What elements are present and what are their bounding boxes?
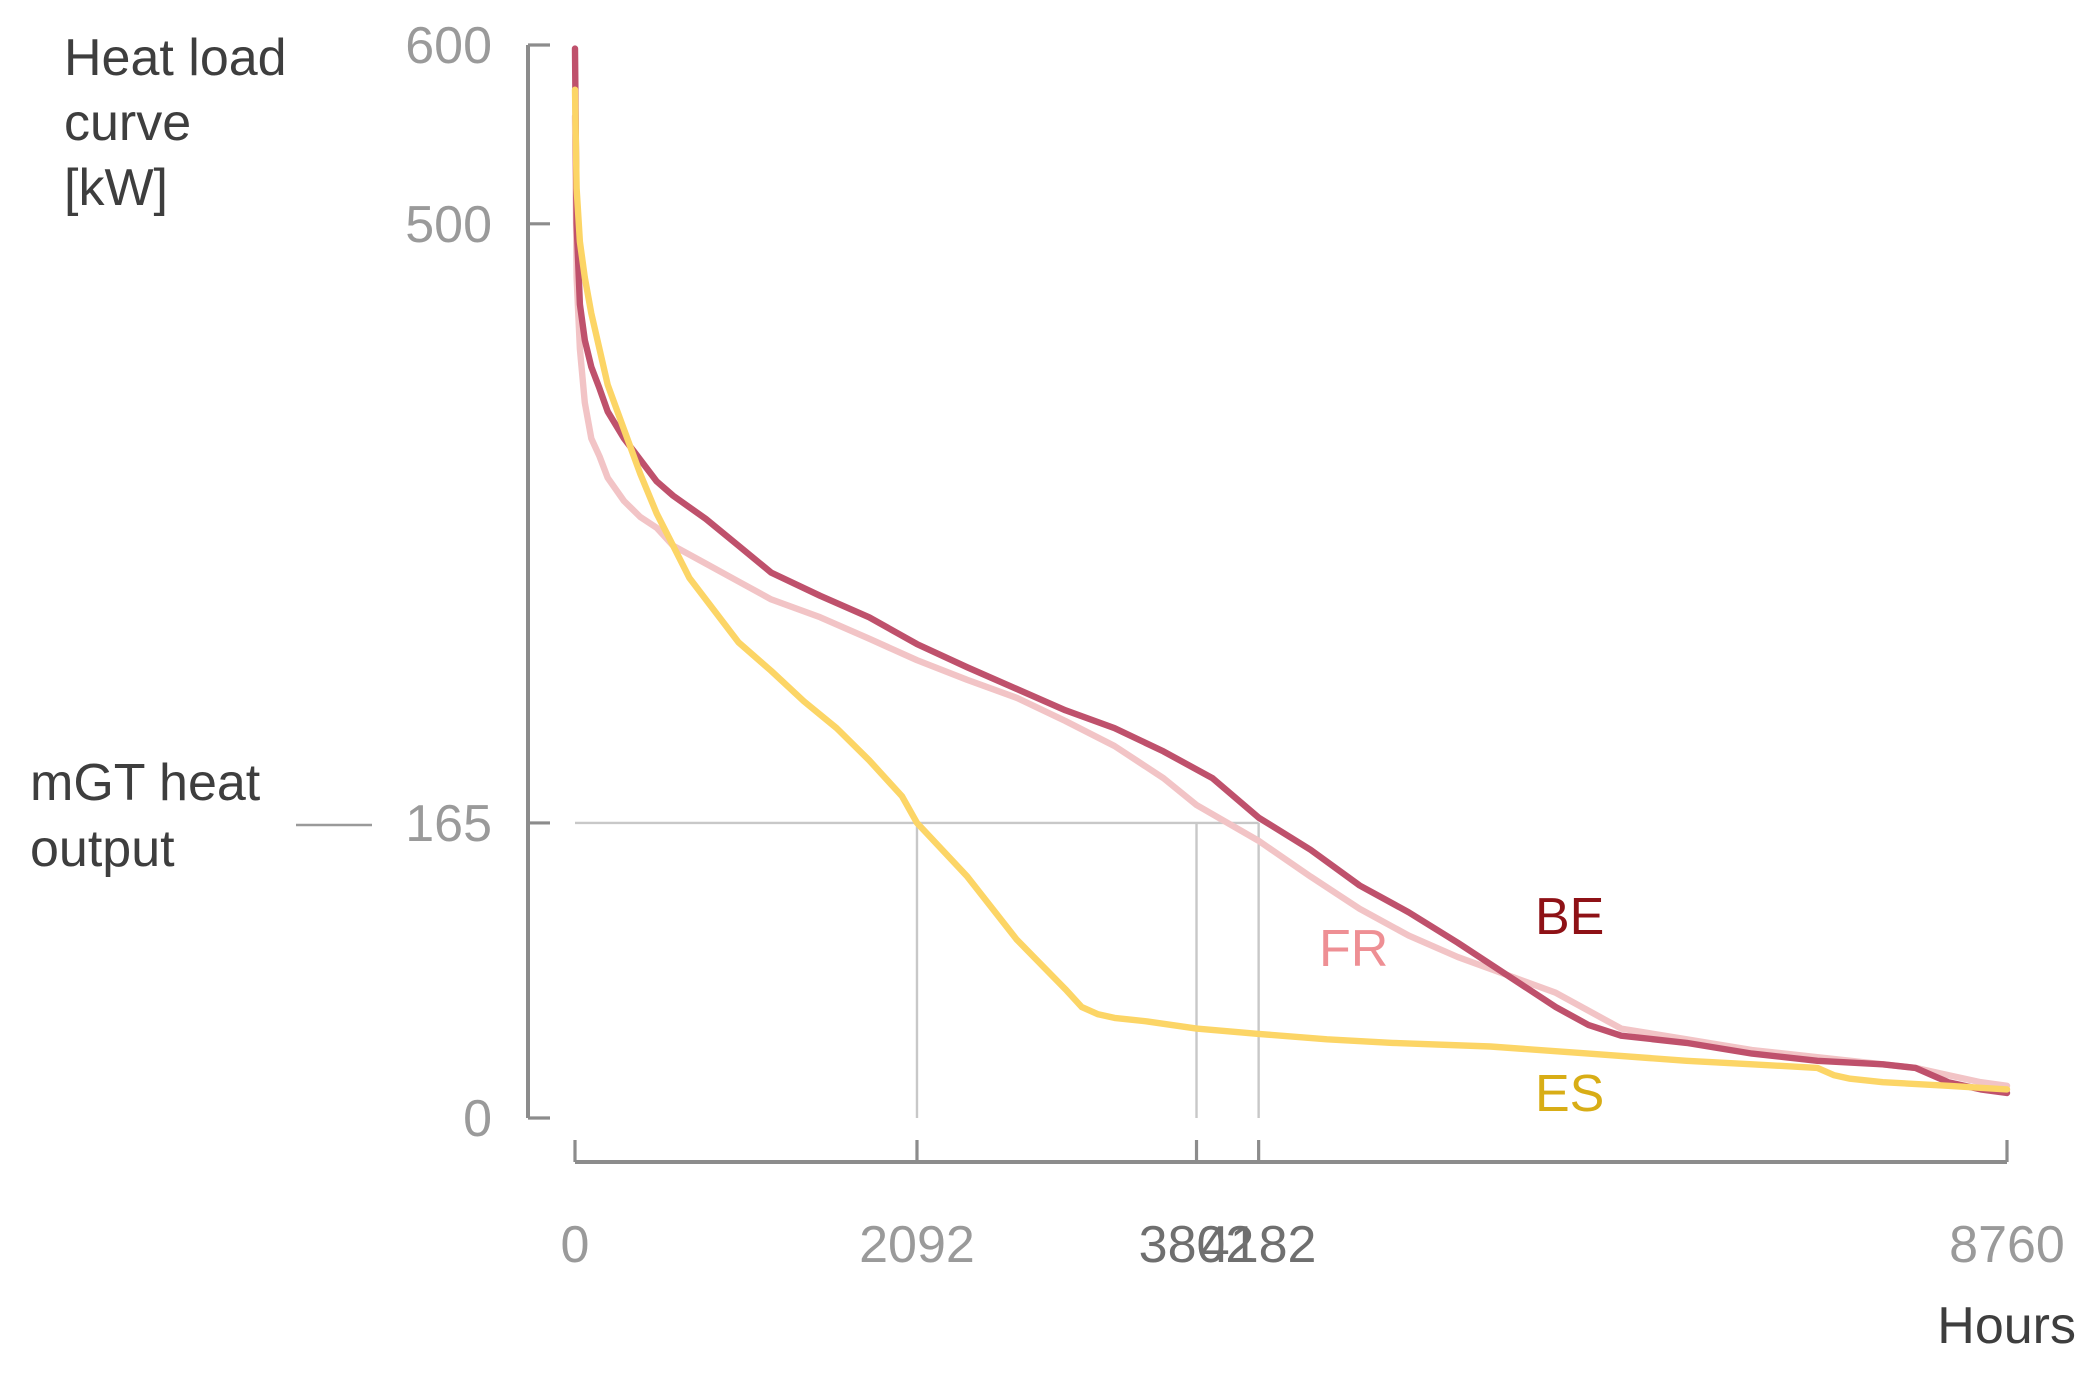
x-axis-title: Hours [1937, 1297, 2076, 1355]
series-label-fr: FR [1319, 920, 1388, 978]
annotation-line-1: mGT heat [30, 754, 261, 812]
y-tick-label: 0 [463, 1090, 492, 1148]
series-label-es: ES [1535, 1065, 1604, 1123]
y-tick-label: 500 [405, 196, 492, 254]
x-tick-label: 8760 [1949, 1216, 2065, 1274]
series-label-be: BE [1535, 888, 1604, 946]
y-axis-title-line-3: [kW] [64, 159, 168, 217]
mgt-heat-output-annotation: mGT heat output [30, 754, 275, 878]
y-tick-label: 165 [405, 795, 492, 853]
axes [526, 45, 2007, 1164]
y-axis-title-line-2: curve [64, 94, 191, 152]
annotation-line-2: output [30, 820, 175, 878]
x-tick-label: 0 [561, 1216, 590, 1274]
y-axis-title-line-1: Heat load [64, 29, 287, 87]
x-tick-label: 4182 [1201, 1216, 1317, 1274]
series-line-fr [571, 113, 2011, 1090]
y-tick-label: 600 [405, 17, 492, 75]
series-line-es [571, 86, 2011, 1093]
threshold-guides [575, 821, 1260, 1118]
y-axis-title: Heat load curve [kW] [64, 29, 301, 217]
x-tick-label: 3802 [1139, 1216, 1255, 1274]
series-lines [571, 45, 2011, 1097]
series-line-be [571, 45, 2011, 1097]
x-tick-label: 2092 [859, 1216, 975, 1274]
